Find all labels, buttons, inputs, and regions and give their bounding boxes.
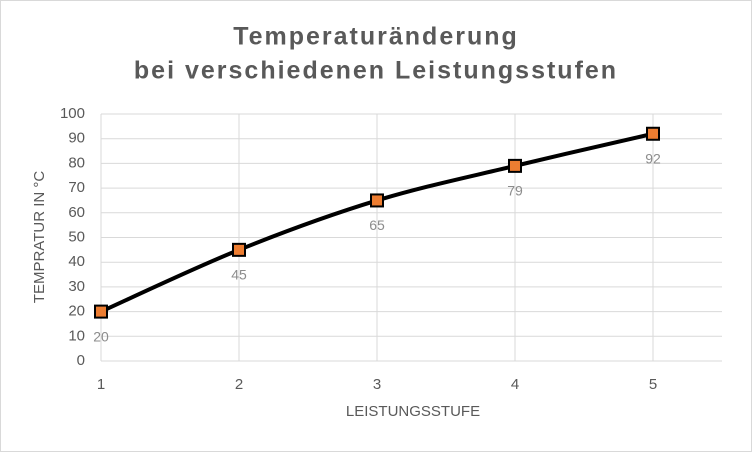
data-label: 20 bbox=[93, 328, 109, 344]
y-tick-label: 80 bbox=[68, 154, 85, 171]
y-tick-label: 30 bbox=[68, 278, 85, 295]
x-tick-label: 2 bbox=[235, 376, 243, 393]
y-tick-label: 60 bbox=[68, 204, 85, 221]
x-tick-label: 5 bbox=[649, 376, 657, 393]
data-label: 79 bbox=[507, 183, 523, 199]
y-tick-label: 0 bbox=[77, 352, 85, 369]
y-tick-label: 70 bbox=[68, 179, 85, 196]
point-marker bbox=[370, 193, 384, 208]
x-tick-label: 4 bbox=[511, 376, 519, 393]
y-tick-label: 50 bbox=[68, 228, 85, 245]
chart-title: bei verschiedenen Leistungsstufen bbox=[134, 57, 618, 85]
y-axis-label: TEMPRATUR IN °C bbox=[31, 171, 48, 304]
x-tick-label: 1 bbox=[97, 376, 105, 393]
point-marker bbox=[94, 304, 108, 319]
y-tick-label: 20 bbox=[68, 303, 85, 320]
y-tick-label: 90 bbox=[68, 130, 85, 147]
y-tick-label: 100 bbox=[60, 105, 85, 122]
x-axis-label: LEISTUNGSSTUFE bbox=[346, 403, 480, 420]
y-tick-label: 40 bbox=[68, 253, 85, 270]
x-tick-label: 3 bbox=[373, 376, 381, 393]
data-label: 45 bbox=[231, 267, 247, 283]
point-marker bbox=[646, 126, 660, 141]
point-marker bbox=[232, 242, 246, 257]
y-tick-label: 10 bbox=[68, 327, 85, 344]
chart-title: Temperaturänderung bbox=[233, 23, 519, 51]
data-label: 65 bbox=[369, 217, 385, 233]
point-marker bbox=[508, 158, 522, 173]
data-label: 92 bbox=[645, 150, 661, 166]
